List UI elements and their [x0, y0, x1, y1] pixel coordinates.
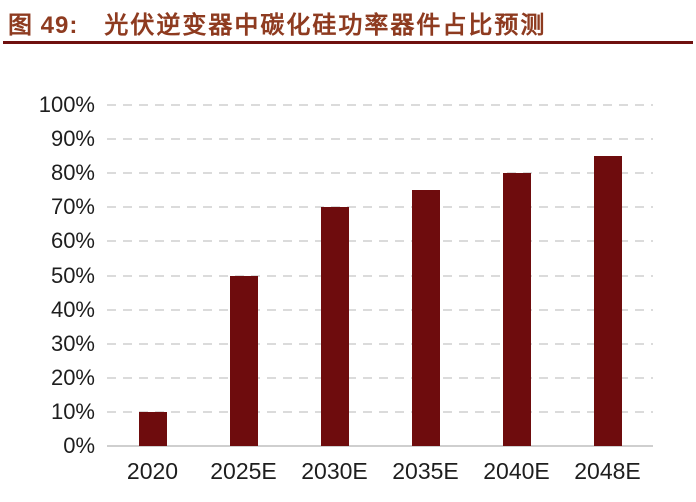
y-tick-label: 40% — [50, 296, 95, 322]
bar-column — [107, 105, 198, 446]
y-tick-label: 30% — [50, 330, 95, 356]
bars-layer — [107, 105, 653, 446]
bar-column — [198, 105, 289, 446]
bar-2030E — [320, 207, 349, 446]
bar-column — [562, 105, 653, 446]
figure-title: 光伏逆变器中碳化硅功率器件占比预测 — [104, 12, 547, 39]
gridline — [107, 206, 653, 209]
x-tick-label: 2020 — [126, 458, 179, 484]
gridline — [107, 342, 653, 345]
gridline — [107, 274, 653, 277]
y-tick-label: 70% — [50, 194, 95, 220]
bar-column — [380, 105, 471, 446]
gridline — [107, 104, 653, 106]
title-underline-rule — [3, 41, 693, 44]
gridline — [107, 240, 653, 243]
y-tick-label: 50% — [50, 262, 95, 288]
y-tick-label: 90% — [50, 126, 95, 152]
gridline — [107, 308, 653, 311]
y-tick-label: 20% — [50, 364, 95, 390]
figure-header: 图 49: 光伏逆变器中碳化硅功率器件占比预测 — [8, 5, 546, 40]
x-axis-baseline — [107, 445, 653, 447]
y-axis: 100% 90% 80% 70% 60% 50% 40% 30% 20% 10% 0% — [0, 92, 95, 458]
x-tick-label: 2048E — [574, 458, 641, 484]
figure-number-label: 图 49: — [8, 12, 79, 39]
gridline — [107, 172, 653, 175]
x-tick-label: 2030E — [301, 458, 368, 484]
gridline — [107, 410, 653, 413]
bar-column — [471, 105, 562, 446]
x-tick-label: 2035E — [392, 458, 459, 484]
x-tick-label: 2025E — [210, 458, 277, 484]
gridline — [107, 138, 653, 141]
bar-2035E — [411, 190, 440, 446]
y-tick-label: 10% — [50, 398, 95, 424]
bar-2025E — [229, 275, 258, 446]
y-tick-label: 80% — [50, 160, 95, 186]
plot-area — [107, 104, 653, 447]
y-tick-label: 100% — [38, 92, 95, 117]
y-tick-label: 0% — [63, 433, 95, 458]
bar-2020 — [138, 411, 167, 446]
gridline — [107, 376, 653, 379]
y-tick-label: 60% — [50, 228, 95, 254]
bar-column — [289, 105, 380, 446]
x-axis: 2020 2025E 2030E 2035E 2040E 2048E — [107, 458, 653, 485]
x-tick-label: 2040E — [483, 458, 550, 484]
bar-2048E — [593, 156, 622, 446]
bar-2040E — [502, 173, 531, 446]
